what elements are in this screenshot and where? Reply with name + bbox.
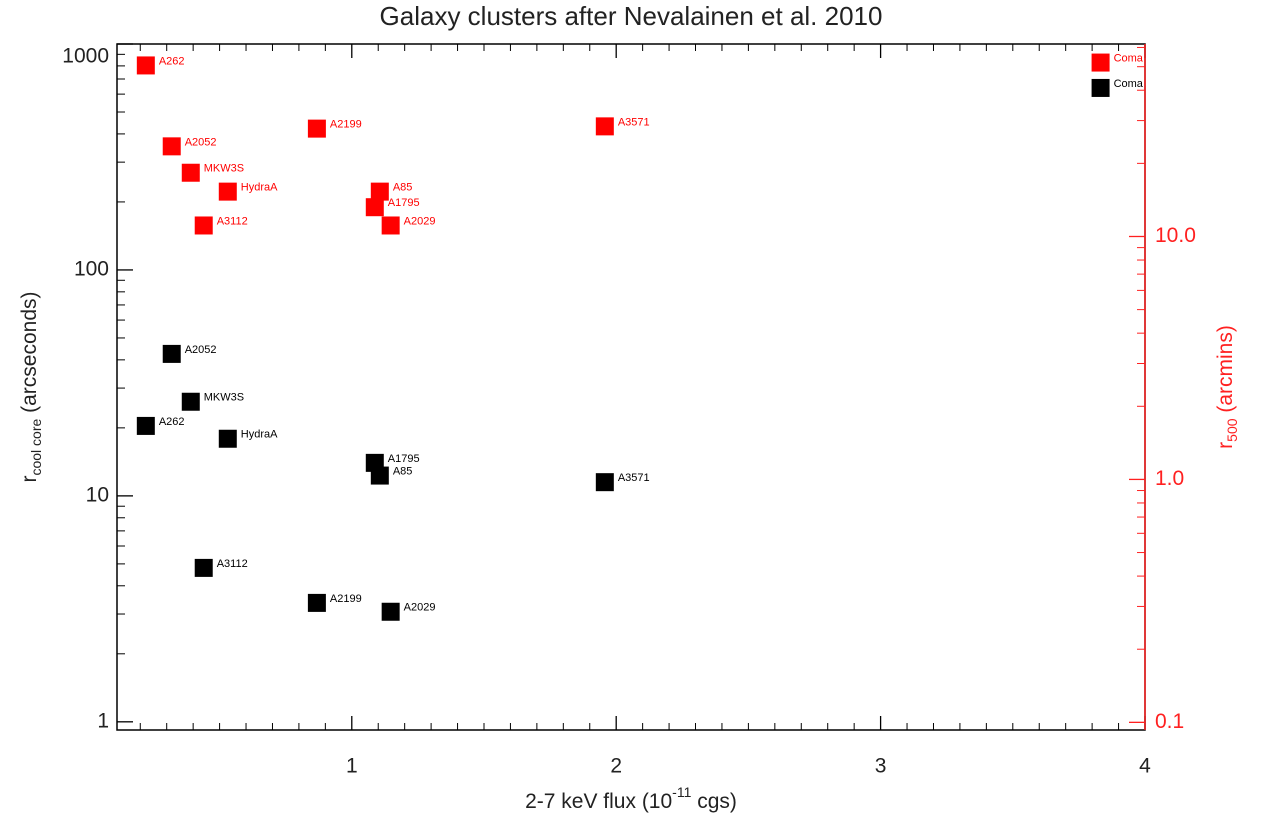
point xyxy=(595,117,614,136)
point-label: HydraA xyxy=(241,429,278,441)
y-tick-label: 1 xyxy=(97,709,109,732)
point-label: A2052 xyxy=(185,344,217,356)
y-tick-label: 100 xyxy=(74,257,109,280)
x-axis-label: 2-7 keV flux (10-11 cgs) xyxy=(525,784,737,813)
point xyxy=(370,182,389,201)
x-tick-label: 2 xyxy=(610,755,622,778)
y-axis-label: rcool core (arcseconds) xyxy=(18,291,44,482)
point xyxy=(136,416,155,435)
point-label: A1795 xyxy=(388,453,420,465)
point xyxy=(1091,53,1110,72)
plot-area: ComaA2052MKW3SA262HydraAA1795A85A3571A31… xyxy=(136,52,1144,621)
chart-title: Galaxy clusters after Nevalainen et al. … xyxy=(380,1,883,31)
point xyxy=(181,392,200,411)
point-label: HydraA xyxy=(241,182,278,194)
y-tick-label: 10 xyxy=(86,483,109,506)
x-tick-label: 1 xyxy=(346,755,358,778)
y2-tick-label: 1.0 xyxy=(1155,467,1184,490)
point-label: A262 xyxy=(159,55,185,67)
point xyxy=(381,602,400,621)
point xyxy=(1091,78,1110,97)
point-label: A2199 xyxy=(330,119,362,131)
x-tick-label: 4 xyxy=(1139,755,1151,778)
y-tick-label: 1000 xyxy=(62,45,109,68)
point xyxy=(370,466,389,485)
point-label: MKW3S xyxy=(204,163,244,175)
point xyxy=(307,119,326,138)
point-label: MKW3S xyxy=(204,392,244,404)
point-label: A85 xyxy=(393,465,413,477)
point-label: Coma xyxy=(1114,52,1144,64)
point-label: A262 xyxy=(159,416,185,428)
point xyxy=(218,429,237,448)
x-tick-label: 3 xyxy=(875,755,887,778)
y2-tick-label: 10.0 xyxy=(1155,224,1196,247)
point xyxy=(194,216,213,235)
point-label: A2029 xyxy=(404,215,436,227)
point-label: A3112 xyxy=(217,558,248,570)
point-label: A3571 xyxy=(618,116,650,128)
point xyxy=(595,473,614,492)
point-label: A2199 xyxy=(330,593,362,605)
point-label: A2029 xyxy=(404,602,436,614)
point xyxy=(194,558,213,577)
point xyxy=(307,593,326,612)
point xyxy=(162,137,181,156)
plot-frame xyxy=(116,43,1146,731)
point-label: A3112 xyxy=(217,215,248,227)
point-label: A3571 xyxy=(618,472,650,484)
y2-axis-label: r500 (arcmins) xyxy=(1214,325,1240,449)
point xyxy=(218,182,237,201)
point-label: A2052 xyxy=(185,136,217,148)
point xyxy=(381,216,400,235)
point-label: A1795 xyxy=(388,197,420,209)
point xyxy=(136,56,155,75)
y2-tick-label: 0.1 xyxy=(1155,710,1184,733)
point xyxy=(365,198,384,217)
point xyxy=(162,344,181,363)
point-label: Coma xyxy=(1114,78,1144,90)
point-label: A85 xyxy=(393,182,413,194)
point xyxy=(181,163,200,182)
